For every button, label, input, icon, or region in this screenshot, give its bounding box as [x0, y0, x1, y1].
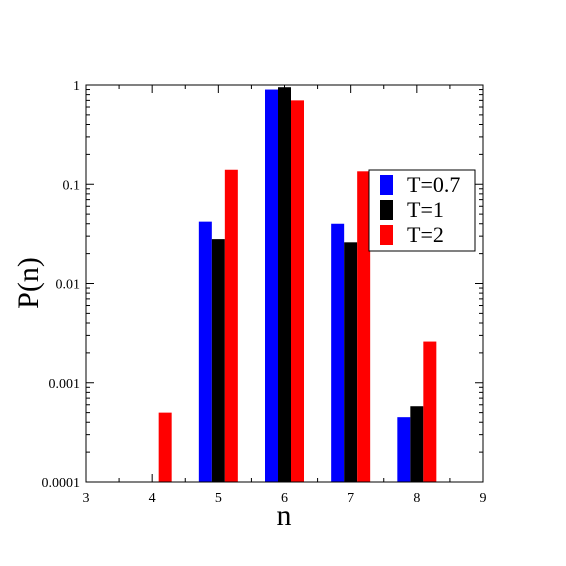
y-tick-label: 0.01 [56, 278, 81, 293]
y-axis-title: P(n) [12, 257, 45, 309]
x-tick-label: 5 [215, 491, 222, 506]
bars-layer [158, 87, 437, 483]
y-tick-label: 1 [73, 79, 80, 94]
legend: T=0.7T=1T=2 [368, 169, 476, 252]
bar-t-2-n4 [158, 412, 172, 482]
legend-items: T=0.7T=1T=2 [380, 172, 460, 247]
legend-swatch [380, 200, 393, 220]
bar-t-0-7-n6 [265, 89, 278, 482]
x-tick-label: 9 [480, 491, 487, 506]
legend-label: T=0.7 [407, 172, 460, 197]
legend-swatch [380, 175, 393, 195]
y-tick-label: 0.001 [49, 377, 81, 392]
bar-t-2-n7 [357, 171, 371, 482]
bar-t-1-n6 [278, 87, 291, 483]
labels-layer: 3 4 5 6 7 8 9 0.0001 0.001 0.01 0.1 1 [42, 79, 487, 506]
plot-frame [85, 84, 484, 483]
bar-t-0-7-n7 [331, 223, 345, 482]
bar-t-0-7-n5 [198, 221, 212, 482]
y-tick-label: 0.0001 [42, 476, 81, 491]
legend-label: T=1 [407, 197, 444, 222]
bar-t-1-n7 [344, 242, 358, 482]
bar-t-0-7-n8 [397, 417, 411, 482]
x-axis-title: n [277, 499, 292, 532]
legend-swatch [380, 225, 393, 245]
x-tick-label: 7 [347, 491, 354, 506]
x-tick-label: 8 [413, 491, 420, 506]
legend-label: T=2 [407, 222, 444, 247]
x-tick-label: 6 [281, 491, 288, 506]
bar-t-1-n8 [410, 406, 424, 482]
y-tick-label: 0.1 [63, 178, 81, 193]
x-tick-label: 4 [149, 491, 156, 506]
x-tick-label: 3 [83, 491, 90, 506]
bar-t-2-n6 [291, 100, 304, 483]
bar-t-2-n8 [423, 341, 437, 482]
bar-t-1-n5 [211, 239, 225, 482]
bar-t-2-n5 [224, 169, 238, 482]
